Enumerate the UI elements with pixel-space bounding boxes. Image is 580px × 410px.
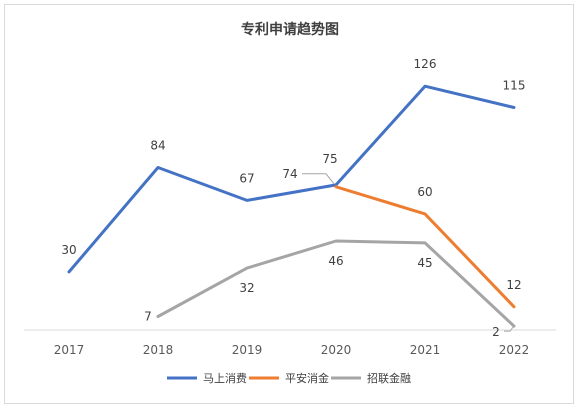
- data-labels: 30 84 67 75 126 115 74 60 12 7 32 46 45 2: [61, 57, 525, 339]
- data-label: 75: [322, 152, 337, 166]
- data-label: 46: [328, 254, 343, 268]
- leader-line: [302, 173, 335, 185]
- series-line: [156, 239, 516, 328]
- legend-label: 马上消费: [203, 371, 247, 385]
- x-tick-label: 2018: [143, 343, 174, 357]
- x-tick-label: 2021: [410, 343, 441, 357]
- data-label: 115: [503, 78, 526, 92]
- data-label: 12: [506, 278, 521, 292]
- legend-label: 招联金融: [367, 371, 411, 385]
- data-label: 32: [239, 281, 254, 295]
- leader-line: [504, 326, 514, 332]
- x-tick-label: 2020: [321, 343, 352, 357]
- series-lines: [67, 84, 516, 328]
- x-tick-label: 2022: [499, 343, 530, 357]
- data-label: 84: [150, 138, 165, 152]
- data-label: 126: [414, 57, 437, 71]
- legend: 马上消费 平安消金 招联金融: [167, 371, 411, 385]
- data-label: 60: [417, 185, 432, 199]
- data-label: 2: [492, 325, 500, 339]
- chart-frame: [4, 4, 574, 404]
- chart-title: 专利申请趋势图: [241, 21, 339, 38]
- data-label: 74: [282, 167, 297, 181]
- series-line: [67, 84, 516, 274]
- x-axis-ticks: 2017 2018 2019 2020 2021 2022: [54, 343, 530, 357]
- legend-label: 平安消金: [285, 371, 329, 385]
- data-label: 45: [417, 256, 432, 270]
- data-label: 7: [144, 309, 152, 323]
- data-label: 67: [239, 171, 254, 185]
- x-tick-label: 2019: [232, 343, 263, 357]
- x-tick-label: 2017: [54, 343, 85, 357]
- series-line: [334, 185, 516, 309]
- data-label: 30: [61, 243, 76, 257]
- label-leader-lines: [302, 173, 514, 332]
